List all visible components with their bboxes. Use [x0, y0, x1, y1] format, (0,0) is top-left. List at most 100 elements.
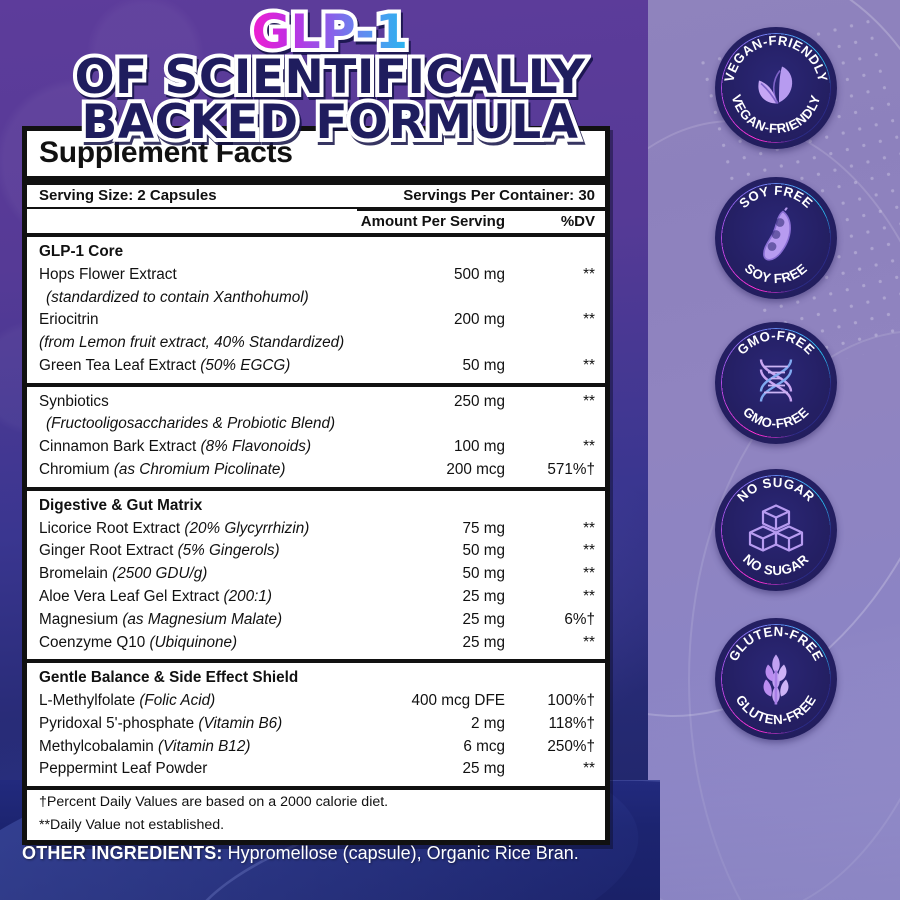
ingredient-amount: 50 mg — [462, 542, 505, 560]
badge-gmo-free: GMO-FREE GMO-FREE — [715, 322, 837, 444]
ingredient-name: Chromium (as Chromium Picolinate) — [39, 459, 373, 482]
ingredient-name-text: Eriocitrin — [39, 311, 99, 329]
ingredient-daily-value: ** — [583, 633, 595, 651]
headline-line2-outline: BACKED FORMULA — [77, 95, 582, 151]
ingredient-row: Pyridoxal 5'-phosphate (Vitamin B6) 2 mg 1… — [27, 713, 605, 736]
ingredient-detail-text: (200:1) — [219, 587, 272, 605]
ingredient-daily-value: ** — [583, 392, 595, 410]
dna-helix-icon — [715, 356, 837, 411]
svg-text:GMO-FREE: GMO-FREE — [734, 328, 818, 358]
ingredient-row: L-Methylfolate (Folic Acid) 400 mcg DFE 10… — [27, 690, 605, 713]
ingredient-name-text: Hops Flower Extract — [39, 265, 177, 283]
ingredient-row: Synbiotics 250 mg ** — [27, 391, 605, 414]
ingredient-amount: 50 mg — [462, 565, 505, 583]
divider — [27, 786, 605, 791]
divider — [27, 233, 605, 237]
headline-line1: OF SCIENTIFICALLY — [74, 50, 586, 106]
badge-gluten-free: GLUTEN-FREE GLUTEN-FREE — [715, 618, 837, 740]
ingredient-name-text: Aloe Vera Leaf Gel Extract — [39, 587, 220, 605]
ingredient-group-heading: Digestive & Gut Matrix — [39, 496, 203, 514]
ingredient-daily-value: 250%† — [547, 737, 595, 755]
headline-line1-outline: OF SCIENTIFICALLY — [71, 50, 589, 106]
ingredient-daily-value: 6%† — [564, 610, 595, 628]
ingredient-name: (from Lemon fruit extract, 40% Standardi… — [39, 332, 373, 355]
ingredient-row: Methylcobalamin (Vitamin B12) 6 mcg 250%† — [27, 736, 605, 759]
ingredient-group: GLP-1 Core Hops Flower Extract 500 mg ** (st… — [27, 237, 605, 383]
ingredient-row: Ginger Root Extract (5% Gingerols) 50 mg *… — [27, 540, 605, 563]
ingredient-name: L-Methylfolate (Folic Acid) — [39, 690, 373, 713]
ingredient-name-text: Cinnamon Bark Extract — [39, 438, 197, 456]
ingredient-name: (standardized to contain Xanthohumol) — [39, 287, 373, 310]
ingredient-group: Gentle Balance & Side Effect Shield L-Met… — [27, 663, 605, 786]
ingredient-detail-text: (standardized to contain Xanthohumol) — [46, 288, 309, 306]
ingredient-name-text: Bromelain — [39, 565, 108, 583]
ingredient-daily-value: 118%† — [548, 714, 596, 732]
ingredient-name-text: Magnesium — [39, 610, 119, 628]
ingredient-detail-text: (Vitamin B6) — [194, 714, 283, 732]
ingredient-name-text: Methylcobalamin — [39, 737, 154, 755]
ingredient-daily-value: ** — [583, 311, 595, 329]
ingredient-row: Eriocitrin 200 mg ** — [27, 309, 605, 332]
amount-per-serving-header: Amount Per Serving — [360, 213, 505, 230]
ingredient-row: (Fructooligosaccharides & Probiotic Blen… — [27, 413, 605, 436]
other-ingredients-value: Hypromellose (capsule), Organic Rice Bra… — [222, 843, 579, 863]
ingredient-name-text: Ginger Root Extract — [39, 542, 174, 560]
ingredient-daily-value: ** — [583, 438, 595, 456]
ingredient-row: Coenzyme Q10 (Ubiquinone) 25 mg ** — [27, 632, 605, 655]
ingredient-detail-text: (20% Glycyrrhizin) — [180, 519, 310, 537]
badge-soy-free: SOY FREE SOY FREE — [715, 177, 837, 299]
ingredient-group-heading: GLP-1 Core — [39, 243, 124, 260]
column-header-row: Amount Per Serving %DV — [27, 211, 605, 233]
ingredient-name: Methylcobalamin (Vitamin B12) — [39, 736, 373, 759]
ingredient-amount: 25 mg — [462, 633, 505, 651]
ingredient-amount: 250 mg — [453, 392, 505, 410]
ingredient-name-text: Pyridoxal 5'-phosphate — [39, 714, 195, 732]
ingredient-name: Aloe Vera Leaf Gel Extract (200:1) — [39, 586, 373, 609]
ingredient-row: Licorice Root Extract (20% Glycyrrhizin)… — [27, 518, 605, 541]
headline-brand: GLP-1 — [251, 5, 409, 60]
badge-inner-disc — [727, 334, 825, 432]
ingredient-amount: 200 mg — [453, 311, 505, 329]
ingredient-row: Chromium (as Chromium Picolinate) 200 mcg… — [27, 459, 605, 482]
ingredient-daily-value: 571%† — [547, 461, 595, 479]
ingredient-name: Licorice Root Extract (20% Glycyrrhizin) — [39, 518, 373, 541]
ingredient-detail-text: (Vitamin B12) — [153, 737, 251, 755]
ingredient-row: Cinnamon Bark Extract (8% Flavonoids) 100… — [27, 436, 605, 459]
ingredient-name: Hops Flower Extract — [39, 264, 373, 287]
leaf-icon — [715, 61, 837, 116]
footnote-dv-not-established: **Daily Value not established. — [39, 817, 225, 834]
footnote-daily-values: †Percent Daily Values are based on a 200… — [39, 794, 389, 811]
servings-per-container: Servings Per Container: 30 — [403, 187, 595, 204]
wheat-stalk-icon — [715, 649, 837, 710]
ingredient-row: Peppermint Leaf Powder 25 mg ** — [27, 758, 605, 781]
headline-brand-outline: GLP-1 — [248, 5, 412, 60]
other-ingredients-label: OTHER INGREDIENTS: — [22, 843, 223, 863]
ingredient-amount: 400 mcg DFE — [411, 692, 505, 710]
ingredient-name: Green Tea Leaf Extract (50% EGCG) — [39, 355, 373, 378]
ingredient-daily-value: 100%† — [547, 692, 595, 710]
ingredient-detail-text: (as Chromium Picolinate) — [109, 461, 286, 479]
ingredient-name-text: Chromium — [39, 461, 110, 479]
ingredient-name: Magnesium (as Magnesium Malate) — [39, 609, 373, 632]
sugar-cubes-icon — [715, 503, 837, 558]
serving-size: Serving Size: 2 Capsules — [39, 187, 217, 204]
amount-column-rule — [357, 209, 605, 211]
supplement-facts-panel: Supplement Facts Serving Size: 2 Capsule… — [22, 126, 610, 845]
ingredient-name: Cinnamon Bark Extract (8% Flavonoids) — [39, 436, 373, 459]
ingredient-row: (from Lemon fruit extract, 40% Standardi… — [27, 332, 605, 355]
ingredient-amount: 100 mg — [453, 438, 505, 456]
ingredient-amount: 2 mg — [470, 714, 505, 732]
ingredient-name: Bromelain (2500 GDU/g) — [39, 563, 373, 586]
supplement-facts-title: Supplement Facts — [39, 136, 293, 169]
divider — [27, 176, 605, 185]
ingredient-detail-text: (as Magnesium Malate) — [118, 610, 283, 628]
ingredient-amount: 25 mg — [462, 610, 505, 628]
dv-header: %DV — [560, 213, 595, 230]
ingredient-name: Peppermint Leaf Powder — [39, 758, 373, 781]
ingredient-groups: GLP-1 Core Hops Flower Extract 500 mg ** (st… — [27, 237, 605, 786]
ingredient-name: (Fructooligosaccharides & Probiotic Blen… — [39, 413, 373, 436]
ingredient-row: Bromelain (2500 GDU/g) 50 mg ** — [27, 563, 605, 586]
soybean-pod-icon — [715, 207, 837, 269]
